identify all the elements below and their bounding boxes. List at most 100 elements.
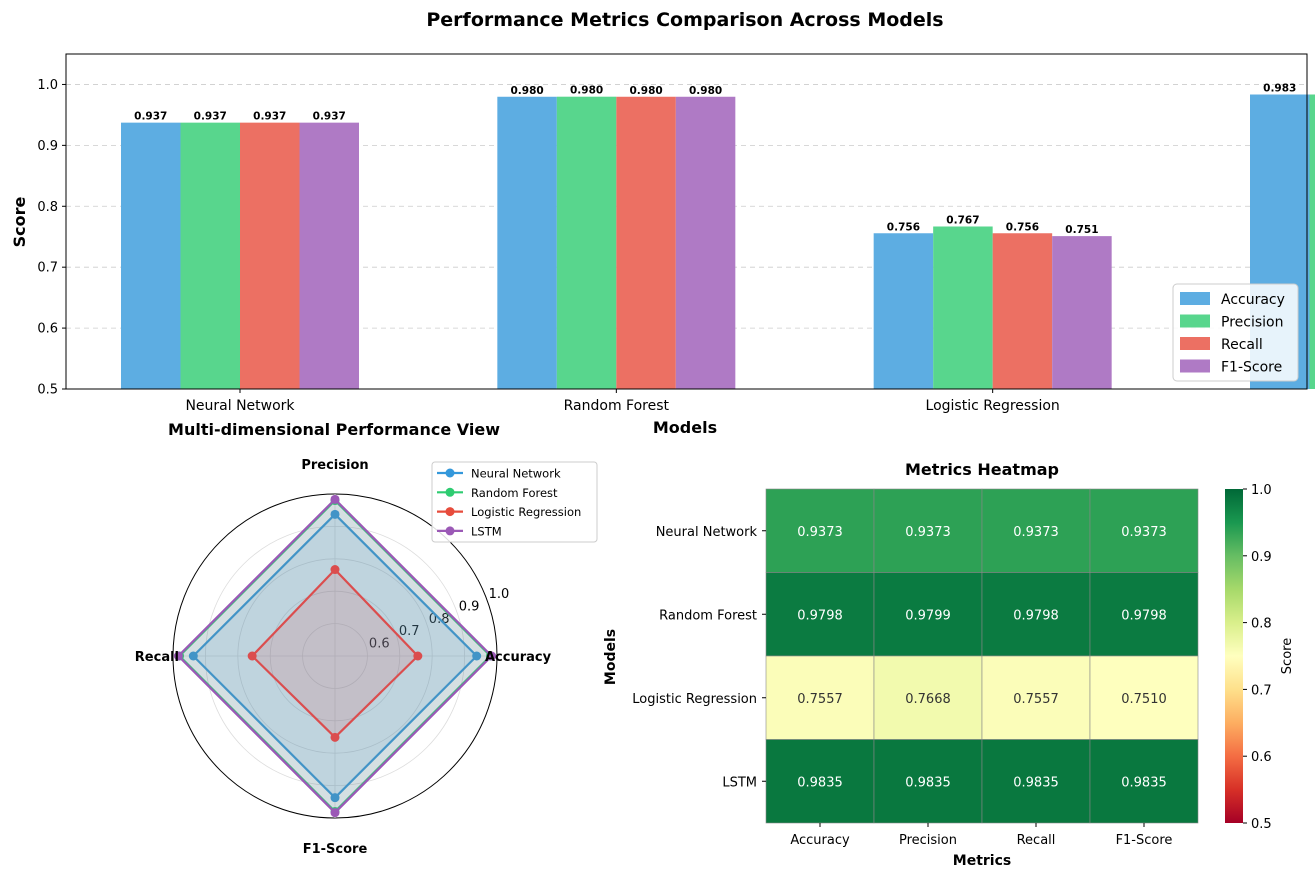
- bar-value-label: 0.756: [887, 221, 920, 233]
- bar-f1-score-logistic-regression: [1052, 236, 1112, 389]
- radar-legend[interactable]: Neural Network Random Forest Logistic Regr…: [431, 461, 598, 543]
- colorbar-tick-label: 1.0: [1251, 483, 1272, 498]
- heatmap-cell-neural-network-recall: [981, 488, 1091, 573]
- heatmap-cell-lstm-recall: [981, 739, 1091, 824]
- bar-ytick-label: 0.6: [37, 322, 58, 337]
- radar-point: [247, 651, 257, 661]
- bar-series: [121, 94, 1315, 390]
- bar-legend-label: Accuracy: [1221, 292, 1285, 308]
- heatmap-cell-logistic-regression-accuracy: [765, 655, 875, 740]
- heatmap-cell-label: 0.9835: [797, 775, 843, 790]
- radar-legend-marker: [445, 526, 455, 536]
- bar-value-label: 0.937: [313, 111, 346, 123]
- bar-legend-label: Precision: [1221, 315, 1283, 331]
- radar-legend-marker: [445, 487, 455, 497]
- heatmap: Metrics Heatmap 0.9373 0.9373 0.9373 0.9373…: [603, 460, 1295, 869]
- heatmap-xtick-label: Precision: [899, 833, 957, 848]
- heatmap-axes: Accuracy Precision Recall F1-Score Neural Ne…: [632, 525, 1172, 848]
- figure-title: Performance Metrics Comparison Across Mo…: [426, 9, 943, 31]
- radar-point: [330, 793, 340, 803]
- heatmap-ytick-label: Neural Network: [656, 525, 758, 540]
- heatmap-cell-neural-network-accuracy: [765, 488, 875, 573]
- heatmap-cell-logistic-regression-f1-score: [1089, 655, 1199, 740]
- radar-point: [173, 651, 183, 661]
- bar-recall-logistic-regression: [992, 233, 1053, 389]
- radar-point: [330, 565, 340, 575]
- colorbar: 0.5 0.6 0.7 0.8 0.9 1.0 Score: [1225, 483, 1295, 832]
- heatmap-cell-logistic-regression-precision: [873, 655, 983, 740]
- heatmap-xlabel: Metrics: [953, 853, 1011, 869]
- bar-plot-frame: [65, 53, 1308, 390]
- bar-ytick-label: 0.7: [37, 261, 58, 276]
- heatmap-cell-label: 0.9798: [1013, 608, 1059, 623]
- radar-axis-label: F1-Score: [303, 842, 368, 857]
- bar-legend-label: Recall: [1221, 337, 1263, 353]
- radar-legend-label: LSTM: [471, 524, 502, 538]
- radar-legend-label: Random Forest: [471, 486, 558, 500]
- heatmap-cell-label: 0.9373: [797, 525, 843, 540]
- radar-chart: Multi-dimensional Performance View 0.6 0.…: [135, 420, 598, 857]
- heatmap-ytick-label: LSTM: [722, 775, 757, 790]
- radar-rtick-label: 0.9: [459, 599, 480, 614]
- bar-value-label: 0.751: [1065, 224, 1098, 236]
- heatmap-cell-label: 0.9835: [905, 775, 951, 790]
- bar-f1-score-neural-network: [299, 122, 359, 390]
- heatmap-cell-random-forest-f1-score: [1089, 572, 1199, 657]
- bar-value-label: 0.937: [134, 111, 167, 123]
- heatmap-cell-random-forest-recall: [981, 572, 1091, 657]
- heatmap-cell-neural-network-precision: [873, 488, 983, 573]
- bar-ytick-label: 0.9: [37, 139, 58, 154]
- bar-value-label: 0.767: [946, 214, 979, 226]
- bar-y-axis: 0.5 0.6 0.7 0.8 0.9 1.0: [37, 78, 66, 398]
- bar-f1-score-random-forest: [675, 96, 736, 389]
- bar-x-axis: Neural Network Random Forest Logistic Regr…: [185, 389, 1060, 414]
- radar-title: Multi-dimensional Performance View: [168, 420, 500, 439]
- radar-grid: 0.60.70.80.91.0: [172, 493, 510, 819]
- heatmap-cell-label: 0.9798: [797, 608, 843, 623]
- heatmap-cell-label: 0.9798: [1121, 608, 1167, 623]
- bar-chart: 0.9370.9800.7560.9830.9370.9800.7670.984…: [10, 53, 1315, 437]
- colorbar-tick-label: 0.9: [1251, 550, 1272, 565]
- bar-value-label: 0.937: [253, 111, 286, 123]
- radar-legend-label: Logistic Regression: [471, 505, 581, 519]
- bar-value-labels: 0.9370.9800.7560.9830.9370.9800.7670.984…: [134, 83, 1296, 237]
- heatmap-ytick-label: Logistic Regression: [632, 692, 757, 707]
- radar-series: [173, 494, 497, 818]
- bar-ylabel: Score: [10, 196, 29, 247]
- colorbar-tick-label: 0.6: [1251, 750, 1272, 765]
- bar-value-label: 0.980: [570, 85, 603, 97]
- heatmap-cell-label: 0.7557: [1013, 692, 1059, 707]
- colorbar-label: Score: [1280, 638, 1295, 674]
- bar-value-label: 0.937: [194, 111, 227, 123]
- heatmap-xtick-label: Accuracy: [790, 833, 850, 848]
- radar-point: [330, 808, 340, 818]
- bar-accuracy-random-forest: [497, 96, 557, 389]
- heatmap-ytick-label: Random Forest: [659, 608, 757, 623]
- radar-point: [330, 509, 340, 519]
- bar-legend-box: [1172, 283, 1299, 382]
- heatmap-cell-lstm-f1-score: [1089, 739, 1199, 824]
- heatmap-cell-random-forest-accuracy: [765, 572, 875, 657]
- bar-ytick-label: 0.5: [37, 383, 58, 398]
- bar-legend[interactable]: Accuracy Precision Recall F1-Score: [1172, 283, 1299, 382]
- heatmap-cell-logistic-regression-recall: [981, 655, 1091, 740]
- radar-rtick-label: 0.7: [399, 624, 420, 639]
- heatmap-cell-label: 0.9373: [1013, 525, 1059, 540]
- bar-value-label: 0.983: [1263, 83, 1296, 95]
- bar-recall-neural-network: [240, 122, 300, 390]
- bar-value-label: 0.756: [1006, 221, 1039, 233]
- bar-legend-swatch: [1180, 292, 1210, 305]
- heatmap-cell-lstm-precision: [873, 739, 983, 824]
- radar-point: [188, 651, 198, 661]
- heatmap-cell-neural-network-f1-score: [1089, 488, 1199, 573]
- bar-accuracy-logistic-regression: [873, 233, 934, 389]
- colorbar-tick-label: 0.8: [1251, 617, 1272, 632]
- heatmap-ylabel: Models: [603, 629, 619, 685]
- radar-rtick-label: 1.0: [489, 587, 510, 602]
- heatmap-cell-label: 0.7510: [1121, 692, 1167, 707]
- bar-value-label: 0.980: [629, 85, 662, 97]
- heatmap-cell-label: 0.7668: [905, 692, 951, 707]
- bar-legend-swatch: [1180, 337, 1210, 350]
- bar-precision-logistic-regression: [933, 226, 993, 389]
